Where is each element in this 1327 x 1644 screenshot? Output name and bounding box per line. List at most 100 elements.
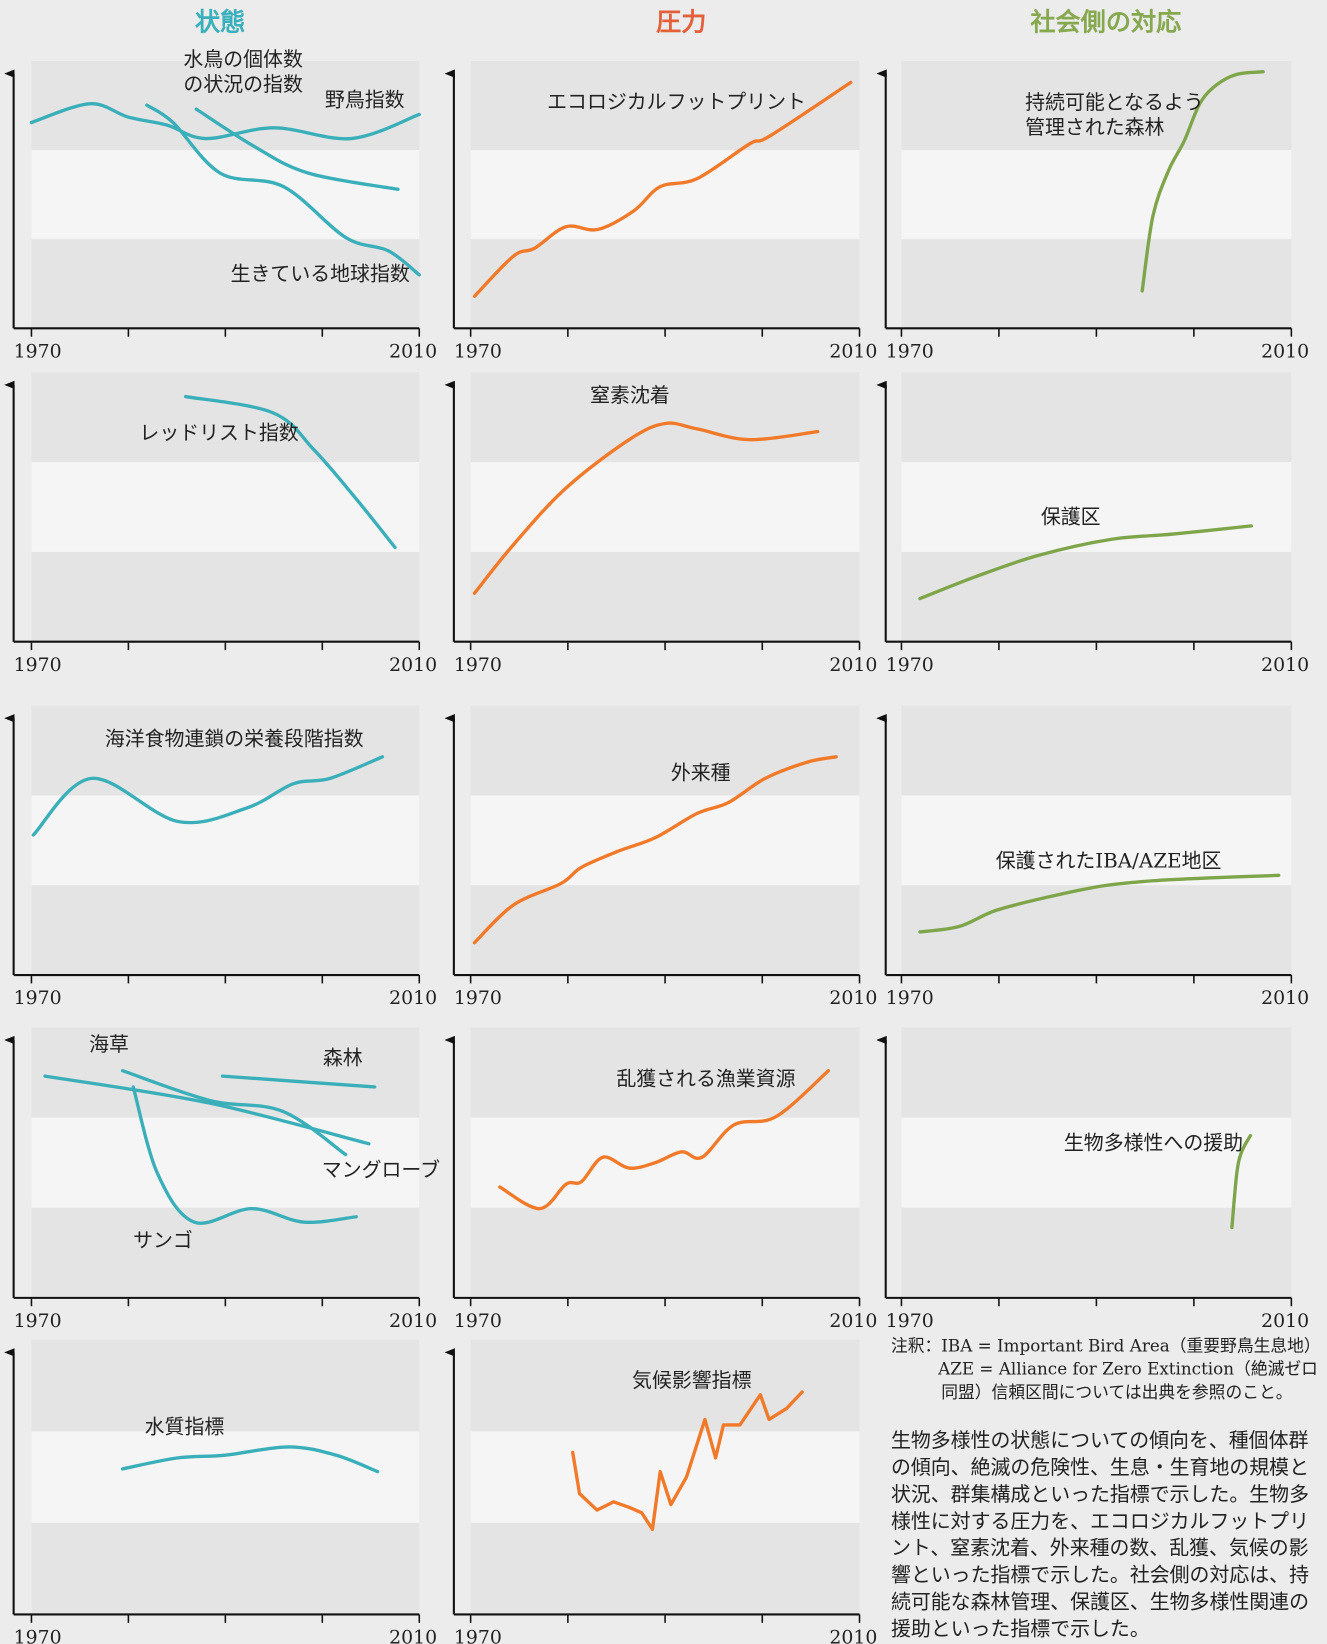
panel-band	[901, 150, 1292, 240]
series-label: 生きている地球指数	[231, 262, 410, 285]
series-label: 乱獲される漁業資源	[616, 1067, 795, 1090]
panel-band	[31, 462, 420, 552]
series-label: 海洋食物連鎖の栄養段階指数	[105, 728, 364, 751]
chart-panel: 1970 2010 海洋食物連鎖の栄養段階指数	[4, 705, 437, 1009]
panel-band	[901, 795, 1292, 886]
series-label: エコロジカルフットプリント	[547, 90, 806, 113]
description-line: 続可能な森林管理、保護区、生物多様性関連の	[891, 1591, 1309, 1614]
x-tick-label: 1970	[454, 340, 502, 362]
x-tick-label: 1970	[454, 654, 502, 676]
series-label-line: 水鳥の個体数	[183, 47, 303, 70]
series-line	[472, 80, 853, 298]
series-line	[571, 1390, 804, 1531]
chart-panel: 1970 2010 保護されたIBA/AZE地区	[876, 705, 1309, 1009]
series-line	[194, 107, 400, 191]
chart-panel: 1970 2010 生物多様性への援助	[876, 1027, 1309, 1332]
description-line: ント、窒素沈着、外来種の数、乱獲、気候の影	[891, 1537, 1309, 1560]
series-label: 保護されたIBA/AZE地区	[996, 849, 1222, 872]
panel-band	[470, 1431, 860, 1523]
panel-band	[31, 795, 420, 886]
x-tick-label: 1970	[454, 987, 502, 1009]
series-line	[1140, 70, 1265, 293]
description-line: 生物多様性の状態についての傾向を、種個体群	[891, 1429, 1309, 1452]
description-line: 響といった指標で示した。社会側の対応は、持	[891, 1564, 1309, 1587]
series-label: レッドリスト指数	[139, 422, 298, 445]
column-title: 社会側の対応	[1029, 7, 1181, 36]
chart-panel: 1970 2010 窒素沈着	[444, 372, 877, 676]
chart-panel: 1970 2010 保護区	[876, 372, 1309, 676]
chart-panel: 1970 2010 乱獲される漁業資源	[444, 1027, 877, 1332]
note-line: 注釈：IBA = Important Bird Area（重要野鳥生息地）	[891, 1336, 1321, 1356]
series-line	[918, 873, 1281, 934]
series-label: 保護区	[1041, 506, 1101, 529]
chart-panel: 1970 2010 水質指標	[4, 1339, 437, 1644]
series-label-line: の状況の指数	[183, 73, 303, 96]
series-label: 持続可能となるよう管理された森林	[1025, 90, 1204, 138]
description-line: 援助といった指標で示した。	[891, 1618, 1150, 1641]
series-label: 森林	[323, 1046, 363, 1069]
description-line: の傾向、絶滅の危険性、生息・生育地の規模と	[891, 1456, 1309, 1479]
panel-band	[470, 795, 860, 886]
series-label: 窒素沈着	[590, 384, 670, 407]
x-tick-label: 2010	[389, 654, 437, 676]
panel-band	[470, 462, 860, 552]
series-label-line: 管理された森林	[1025, 116, 1164, 139]
x-tick-label: 2010	[829, 987, 877, 1009]
panel-band	[31, 1117, 420, 1208]
series-label-line: 持続可能となるよう	[1025, 90, 1204, 113]
panel-band	[31, 150, 420, 240]
x-tick-label: 2010	[1261, 654, 1309, 676]
series-label: 生物多様性への援助	[1064, 1131, 1243, 1154]
chart-panel: 1970 2010 レッドリスト指数	[4, 372, 437, 676]
series-line	[472, 421, 820, 595]
series-line	[43, 1074, 371, 1146]
x-tick-label: 1970	[454, 1310, 502, 1332]
chart-panel: 1970 2010 外来種	[444, 705, 877, 1009]
x-tick-label: 2010	[829, 1310, 877, 1332]
x-tick-label: 1970	[14, 654, 62, 676]
series-line	[120, 1445, 380, 1474]
series-label: サンゴ	[133, 1229, 193, 1252]
series-label: 海草	[89, 1033, 129, 1056]
column-title: 状態	[195, 7, 245, 36]
chart-panel: 1970 2010 気候影響指標	[444, 1339, 877, 1644]
series-line	[1230, 1133, 1253, 1230]
note-line: 同盟）信頼区間については出典を参照のこと。	[941, 1382, 1292, 1402]
description-line: 状況、群集構成といった指標で示した。生物多	[891, 1483, 1309, 1506]
series-line	[145, 103, 421, 277]
x-tick-label: 1970	[14, 987, 62, 1009]
x-tick-label: 1970	[14, 1627, 62, 1644]
series-label: 野鳥指数	[325, 88, 405, 111]
panel-band	[901, 1117, 1292, 1208]
x-tick-label: 2010	[389, 340, 437, 362]
column-title: 圧力	[656, 7, 706, 36]
x-tick-label: 1970	[886, 340, 934, 362]
x-tick-label: 2010	[1261, 1310, 1309, 1332]
series-label: 外来種	[671, 761, 731, 784]
x-tick-label: 2010	[829, 654, 877, 676]
x-tick-label: 1970	[886, 987, 934, 1009]
series-line	[498, 1069, 831, 1211]
x-tick-label: 2010	[829, 1627, 877, 1644]
x-tick-label: 2010	[389, 1627, 437, 1644]
panel-band	[901, 462, 1292, 552]
series-line	[131, 1085, 358, 1225]
series-line	[472, 755, 838, 945]
series-label: 気候影響指標	[632, 1369, 752, 1392]
x-tick-label: 2010	[1261, 340, 1309, 362]
series-line	[918, 524, 1254, 601]
series-label: 水質指標	[145, 1415, 225, 1438]
x-tick-label: 1970	[14, 340, 62, 362]
series-line	[220, 1074, 377, 1089]
panel-band	[470, 150, 860, 240]
series-line	[120, 1069, 348, 1157]
series-label: マングローブ	[322, 1158, 440, 1182]
description-line: 様性に対する圧力を、エコロジカルフットプリ	[891, 1510, 1309, 1533]
x-tick-label: 1970	[454, 1627, 502, 1644]
x-tick-label: 2010	[1261, 987, 1309, 1009]
x-tick-label: 2010	[389, 1310, 437, 1332]
series-line	[31, 755, 385, 837]
